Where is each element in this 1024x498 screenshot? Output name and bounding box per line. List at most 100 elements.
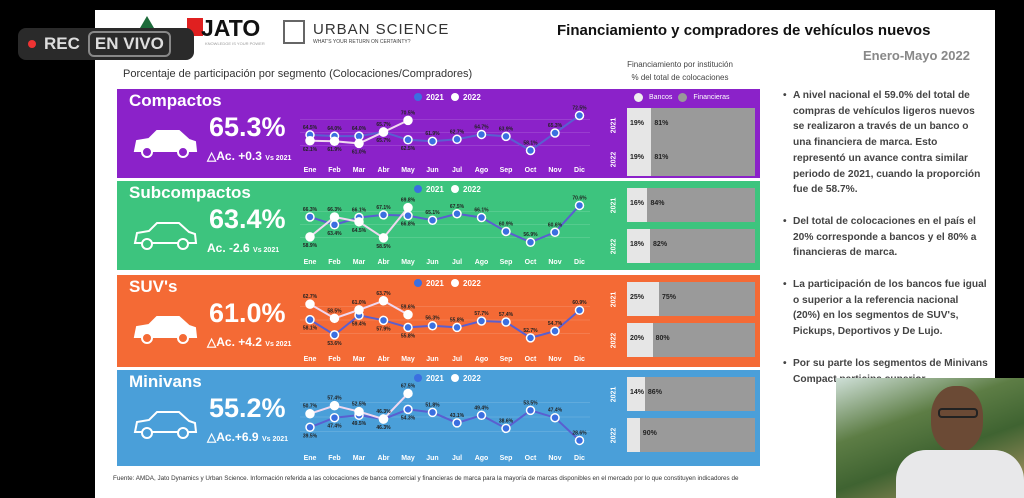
data-label: 62.5% [401, 146, 416, 152]
data-point-2021 [427, 407, 438, 418]
segment-delta: △Ac. +0.3 Vs 2021 [207, 149, 291, 163]
x-tick-label: Ene [304, 167, 317, 174]
glasses [938, 408, 978, 418]
data-point-2022 [329, 136, 340, 146]
data-label: 60.6% [548, 222, 563, 228]
data-label: 65.7% [376, 122, 391, 128]
data-point-2021 [378, 315, 389, 326]
data-point-2021 [550, 326, 560, 336]
x-tick-label: Ene [304, 259, 317, 266]
legend-label: 2021 [426, 93, 444, 102]
minivan-icon [133, 411, 198, 439]
bancos-fill [627, 323, 653, 357]
fin-bar-2021: 14% 86% [627, 377, 755, 411]
x-tick-label: Ago [475, 356, 489, 363]
financing-legend: Bancos Financieras [634, 93, 730, 102]
bancos-label: 25% [630, 294, 645, 301]
legend-label: 2022 [463, 374, 481, 383]
fin-year-label: 2022 [610, 427, 618, 444]
bullet: La participación de los bancos fue igual… [783, 277, 988, 340]
x-tick-label: Mar [353, 455, 366, 462]
data-label: 58.1% [303, 326, 318, 332]
data-label: 47.4% [548, 408, 563, 414]
record-dot-icon [28, 40, 36, 48]
data-point-2022 [403, 388, 413, 399]
financing-title-line1: Financiamiento por institución [627, 60, 733, 69]
data-point-2022 [403, 202, 413, 213]
fin-bar-2022: 90% [627, 418, 755, 452]
financing-bars: 2021 14% 86% 2022 90% [610, 370, 760, 466]
rec-label: REC [44, 34, 80, 53]
data-point-2021 [476, 316, 487, 326]
data-label: 53.5% [523, 400, 538, 406]
fin-year-label: 2022 [610, 151, 618, 168]
legend-swatch-2022-icon [451, 185, 459, 193]
data-point-2021 [403, 322, 413, 333]
financing-bars: 2021 25% 75% 2022 20% 80% [610, 275, 760, 367]
data-point-2021 [476, 212, 487, 223]
data-label: 65.3% [548, 123, 563, 129]
financieras-label: 84% [650, 200, 665, 207]
amda-logo-icon [140, 16, 154, 28]
financing-bars: Bancos Financieras 2021 19% 81% 2022 19% 81… [610, 89, 760, 178]
data-label: 66.1% [474, 208, 489, 214]
legend-swatch-2021-icon [414, 93, 422, 101]
data-label: 51.8% [425, 402, 440, 408]
urban-science-logo-icon [283, 20, 305, 44]
legend-swatch-2022-icon [451, 374, 459, 382]
data-label: 65.7% [376, 138, 391, 144]
data-point-2021 [305, 212, 315, 222]
data-point-2021 [476, 410, 487, 421]
data-label: 55.8% [450, 317, 465, 323]
x-tick-label: Sep [500, 167, 513, 174]
data-point-2022 [354, 406, 364, 417]
jato-logo: JATO [201, 15, 261, 41]
bancos-fill [627, 142, 652, 176]
data-label: 58.5% [327, 308, 342, 314]
fin-year-label: 2021 [610, 117, 618, 134]
data-label: 67.1% [376, 205, 391, 211]
financieras-swatch-icon [678, 93, 688, 102]
data-label: 49.5% [352, 421, 367, 427]
x-tick-label: Feb [328, 167, 340, 174]
x-tick-label: Jun [426, 167, 438, 174]
data-label: 57.4% [499, 312, 514, 318]
x-tick-label: Jul [452, 455, 462, 462]
x-tick-label: Sep [500, 259, 513, 266]
data-point-2021 [452, 209, 462, 219]
presenter-head [931, 386, 983, 452]
delta-value: △Ac.+6.9 [207, 430, 259, 444]
data-label: 38.6% [499, 418, 514, 424]
data-label: 66.8% [401, 222, 416, 228]
urban-science-logo: URBAN SCIENCE [313, 21, 450, 38]
fin-year-label: 2021 [610, 197, 618, 214]
x-tick-label: Jun [426, 455, 438, 462]
x-tick-label: Ene [304, 356, 317, 363]
legend-swatch-2021-icon [414, 279, 422, 287]
segment-name: SUV's [129, 277, 178, 296]
x-tick-label: Jul [452, 259, 462, 266]
bancos-fill [627, 229, 651, 263]
black-margin [995, 10, 1024, 378]
delta-vs: Vs 2021 [261, 436, 289, 443]
data-label: 64.0% [352, 126, 367, 132]
financieras-label: 81% [654, 154, 669, 161]
legend-swatch-2021-icon [414, 185, 422, 193]
data-point-2021 [501, 423, 511, 434]
legend-label: 2021 [426, 279, 444, 288]
data-label: 56.3% [425, 316, 440, 322]
data-label: 66.3% [303, 207, 318, 213]
live-badge: EN VIVO [87, 31, 171, 57]
legend-financieras: Financieras [693, 94, 730, 101]
data-point-2022 [378, 233, 389, 243]
car-icon [133, 130, 198, 158]
series-line-2021 [309, 408, 581, 442]
data-label: 49.4% [474, 405, 489, 411]
x-tick-label: May [401, 259, 415, 266]
x-tick-label: Dic [574, 455, 585, 462]
segment-name: Minivans [129, 372, 202, 391]
segment-name: Subcompactos [129, 183, 251, 202]
fin-bar-2022: 20% 80% [627, 323, 755, 357]
fin-bar-2022: 18% 82% [627, 229, 755, 263]
fin-year-label: 2022 [610, 238, 618, 255]
